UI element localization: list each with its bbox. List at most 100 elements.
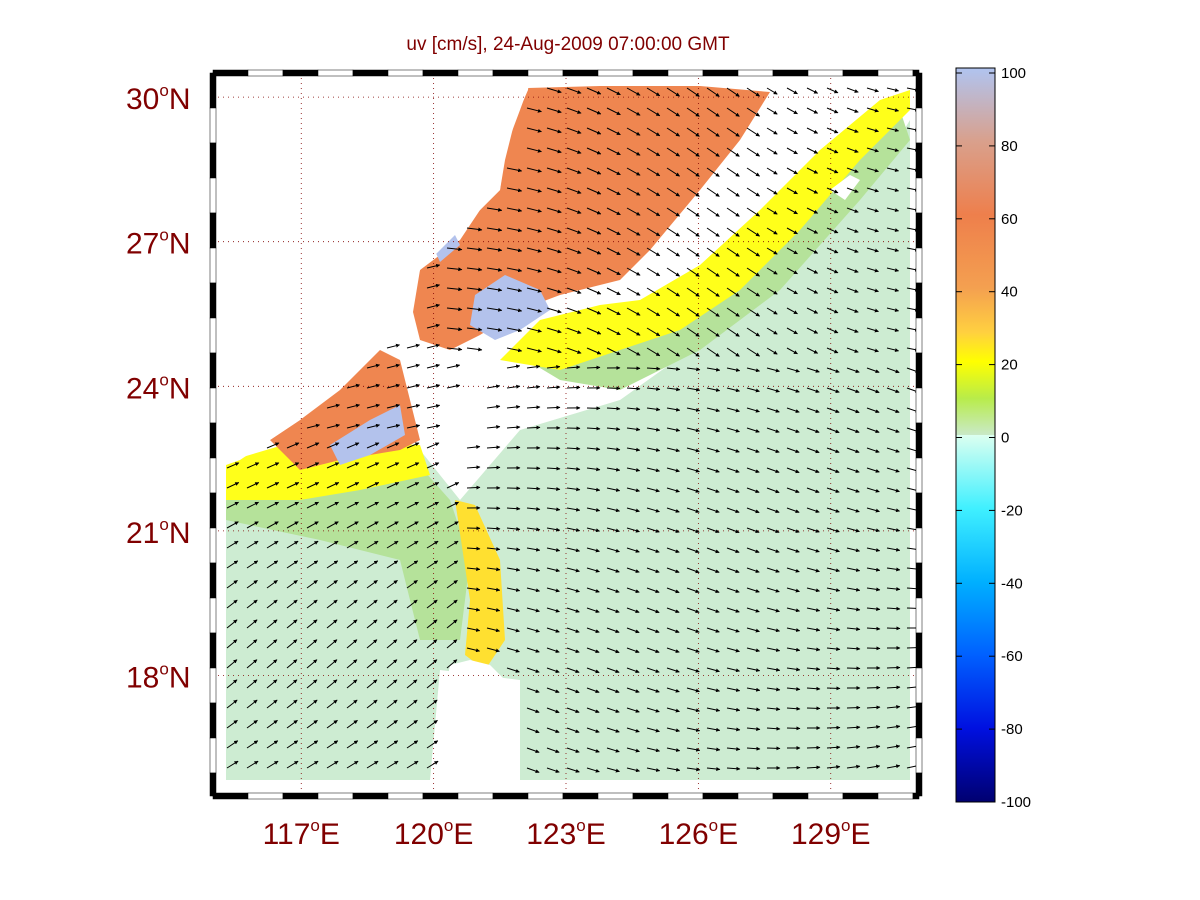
- current-arrow: [606, 767, 620, 773]
- current-arrow: [646, 747, 660, 753]
- current-arrow: [386, 403, 400, 409]
- current-arrow: [786, 447, 800, 454]
- frame-segment: [209, 632, 217, 669]
- current-arrow: [766, 167, 778, 175]
- current-arrow: [406, 540, 419, 549]
- current-arrow: [366, 760, 379, 769]
- current-arrow: [386, 679, 398, 689]
- current-arrow: [726, 766, 741, 771]
- current-arrow: [606, 347, 621, 356]
- longitude-degree: 123: [526, 818, 576, 851]
- current-arrow: [366, 423, 380, 429]
- current-arrow: [766, 387, 780, 393]
- current-arrow: [486, 327, 503, 332]
- current-arrow: [806, 487, 820, 494]
- longitude-degree: 117: [263, 818, 311, 851]
- current-arrow: [726, 187, 740, 197]
- current-arrow: [706, 287, 720, 297]
- current-arrow: [566, 287, 582, 294]
- current-arrow: [646, 687, 660, 693]
- current-arrow: [806, 227, 819, 234]
- current-arrow: [886, 167, 899, 172]
- current-arrow: [746, 407, 760, 413]
- frame-segment: [317, 792, 354, 800]
- current-arrow: [766, 307, 778, 315]
- current-arrow: [546, 767, 560, 773]
- current-arrow: [586, 747, 600, 753]
- current-arrow: [326, 699, 338, 709]
- current-arrow: [486, 627, 500, 633]
- current-arrow: [706, 307, 720, 317]
- current-arrow: [386, 501, 399, 509]
- current-arrow: [526, 527, 541, 532]
- current-arrow: [846, 267, 859, 273]
- current-arrow: [546, 527, 561, 532]
- current-arrow: [366, 501, 379, 509]
- current-arrow: [806, 547, 820, 553]
- current-arrow: [786, 587, 800, 593]
- current-arrow: [886, 665, 901, 670]
- current-arrow: [666, 647, 680, 653]
- current-arrow: [546, 405, 561, 410]
- frame-segment: [562, 792, 599, 800]
- colorbar-tick-label: 60: [1001, 211, 1018, 228]
- current-arrow: [466, 607, 481, 612]
- current-arrow: [746, 487, 760, 494]
- current-arrow: [846, 666, 861, 671]
- current-arrow: [686, 627, 700, 633]
- current-arrow: [346, 540, 359, 549]
- current-arrow: [866, 247, 879, 253]
- current-arrow: [866, 147, 879, 153]
- current-arrow: [646, 487, 660, 493]
- frame-segment: [915, 492, 923, 529]
- frame-segment: [915, 457, 923, 494]
- current-arrow: [706, 727, 721, 732]
- current-arrow: [706, 547, 720, 554]
- current-arrow: [606, 207, 621, 216]
- current-arrow: [406, 424, 421, 429]
- current-arrow: [586, 147, 602, 155]
- latitude-label: 30oN: [126, 81, 191, 116]
- frame-segment: [915, 632, 923, 669]
- frame-segment: [667, 792, 704, 800]
- current-arrow: [846, 527, 860, 533]
- current-arrow: [446, 619, 458, 629]
- current-arrow: [806, 627, 821, 632]
- current-arrow: [626, 507, 640, 513]
- current-arrow: [286, 659, 298, 669]
- current-arrow: [806, 367, 820, 373]
- current-arrow: [386, 521, 399, 529]
- current-arrow: [306, 760, 319, 769]
- current-arrow: [426, 679, 438, 689]
- current-arrow: [786, 367, 800, 373]
- current-arrow: [446, 639, 458, 649]
- current-arrow: [846, 227, 859, 233]
- current-arrow: [846, 307, 859, 313]
- current-arrow: [686, 687, 700, 693]
- current-arrow: [226, 699, 238, 709]
- current-arrow: [666, 167, 680, 177]
- current-arrow: [326, 679, 338, 689]
- frame-segment: [915, 667, 923, 704]
- current-arrow: [686, 267, 700, 277]
- mainland-china-land: [213, 73, 530, 470]
- frame-segment: [209, 422, 217, 459]
- current-arrow: [666, 687, 680, 693]
- current-arrow: [246, 659, 258, 669]
- frame-segment: [915, 212, 923, 249]
- current-arrow: [406, 501, 419, 509]
- current-arrow: [526, 207, 542, 213]
- current-arrow: [826, 187, 839, 194]
- current-arrow: [366, 482, 380, 489]
- current-arrow: [586, 567, 600, 573]
- current-arrow: [546, 385, 561, 390]
- current-arrow: [846, 646, 861, 651]
- current-arrow: [866, 705, 881, 710]
- current-arrow: [306, 482, 320, 489]
- current-arrow: [546, 107, 562, 114]
- current-arrow: [586, 767, 600, 773]
- current-arrow: [686, 407, 701, 412]
- current-arrow: [506, 384, 521, 389]
- current-arrow: [346, 423, 360, 429]
- current-arrow: [686, 147, 700, 157]
